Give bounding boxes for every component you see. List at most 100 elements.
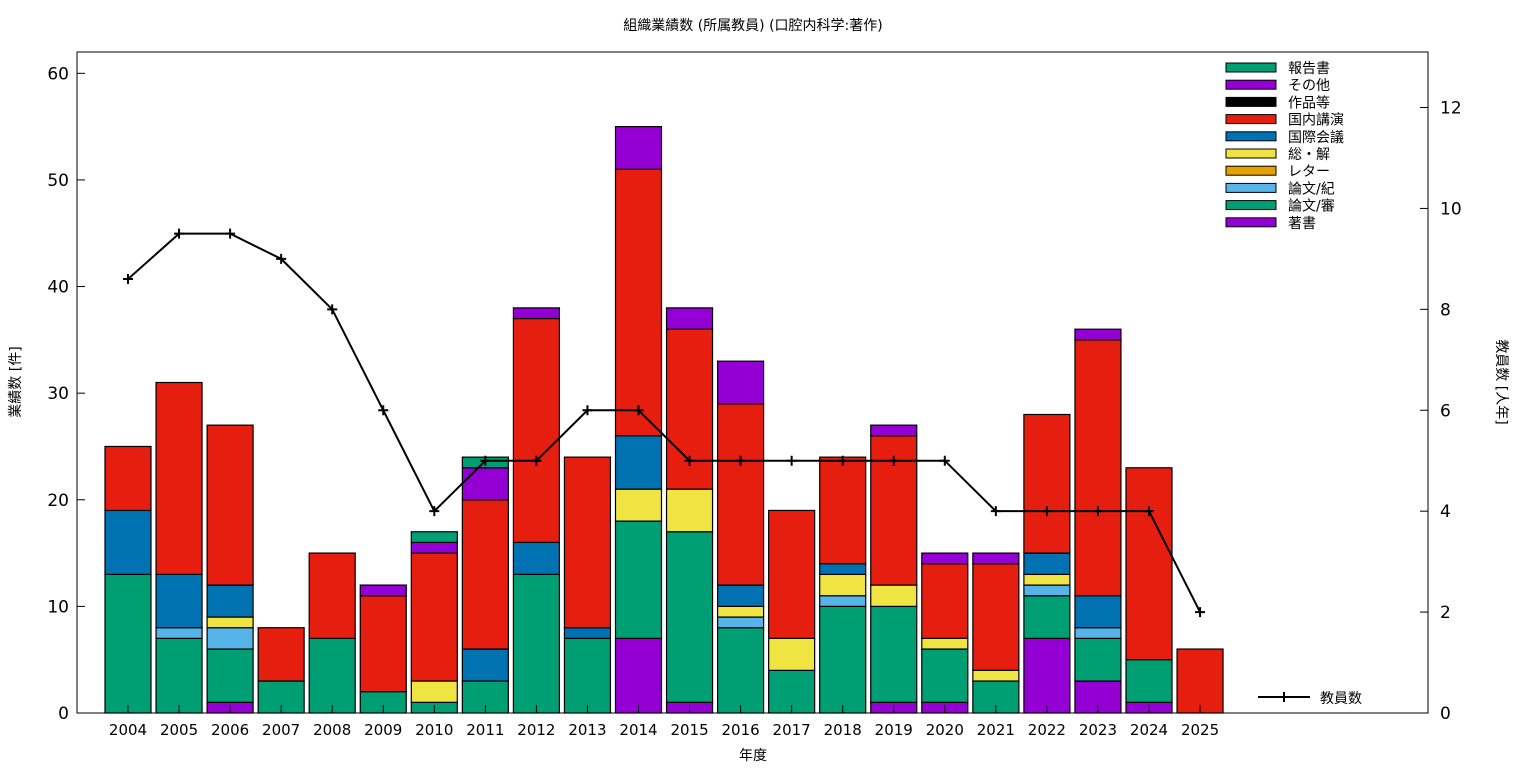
y2-tick-label: 2 (1440, 603, 1451, 623)
bar-segment (819, 573, 867, 597)
y-tick-label: 10 (47, 597, 69, 617)
legend-label: 作品等 (1288, 94, 1330, 111)
bar-segment (257, 627, 305, 682)
y-axis-label: 業績数 [件] (8, 346, 24, 417)
y-tick-label: 30 (47, 384, 69, 404)
bar-segment (1074, 637, 1122, 682)
faculty-count-point (1092, 506, 1103, 517)
faculty-count-point (888, 455, 899, 466)
legend-swatch (1225, 182, 1277, 193)
x-tick-label: 2022 (1028, 721, 1066, 739)
bar-segment (563, 637, 612, 714)
bar-segment (155, 573, 203, 629)
bar-segment (359, 595, 407, 693)
faculty-count-point (582, 405, 593, 416)
faculty-count-point (174, 228, 185, 239)
x-tick-label: 2015 (670, 721, 708, 739)
faculty-count-point (123, 274, 133, 285)
bar-segment (614, 435, 663, 490)
x-tick-label: 2023 (1079, 721, 1117, 739)
legend-label: 著書 (1288, 216, 1316, 232)
faculty-count-point (1195, 607, 1206, 618)
faculty-count-point (480, 455, 491, 466)
faculty-count-point (684, 455, 695, 466)
y-tick-label: 50 (47, 171, 69, 191)
bar-segment (461, 648, 509, 682)
bar-segment (716, 605, 765, 618)
bar-segment (308, 552, 356, 639)
legend-label: 報告書 (1288, 61, 1330, 77)
x-tick-label: 2014 (619, 721, 657, 739)
bar-segment (1074, 627, 1122, 639)
bar-segment (819, 595, 867, 607)
x-tick-label: 2019 (875, 721, 913, 739)
x-tick-label: 2010 (415, 721, 453, 739)
faculty-count-point (531, 455, 542, 466)
x-tick-label: 2016 (722, 721, 760, 739)
y2-tick-label: 10 (1440, 199, 1462, 219)
y2-tick-label: 12 (1440, 99, 1462, 119)
bar-segment (665, 531, 714, 703)
bar-segment (410, 552, 458, 682)
x-tick-label: 2009 (364, 721, 402, 739)
legend-swatch (1225, 62, 1277, 73)
bar-segment (716, 403, 765, 586)
bar-segment (308, 637, 356, 714)
legend-line-label: 教員数 (1320, 691, 1362, 707)
y2-tick-label: 6 (1440, 401, 1451, 421)
faculty-count-point (990, 506, 1001, 517)
bar-segment (104, 509, 152, 576)
bar-segment (972, 669, 1020, 682)
x-tick-label: 2013 (568, 721, 606, 739)
legend-label: 国際会議 (1288, 129, 1344, 146)
faculty-count-point (225, 228, 236, 239)
bar-segment (1023, 595, 1071, 639)
bar-segment (206, 584, 254, 618)
y2-tick-label: 8 (1440, 300, 1451, 320)
x-tick-label: 2011 (466, 721, 504, 739)
legend-swatch (1225, 148, 1277, 159)
x-tick-label: 2007 (262, 721, 300, 739)
legend-label: 論文/審 (1288, 199, 1335, 215)
bar-segment (665, 307, 714, 330)
bar-segment (512, 573, 561, 714)
bar-segment (1023, 413, 1071, 554)
bar-segment (206, 424, 254, 586)
legend-label: 論文/紀 (1288, 181, 1335, 197)
legend-swatch (1225, 165, 1277, 176)
bar-segment (512, 541, 561, 576)
bar-segment (104, 445, 152, 512)
bar-segment (614, 168, 663, 437)
bar-segment (716, 584, 765, 607)
bar-segment (614, 488, 663, 522)
y-tick-label: 40 (47, 278, 69, 298)
x-axis-label: 年度 (739, 748, 767, 764)
bar-segment (206, 616, 254, 629)
legend-label: その他 (1288, 78, 1330, 94)
x-tick-label: 2020 (926, 721, 964, 739)
bar-segment (665, 488, 714, 533)
y-tick-label: 0 (58, 704, 69, 724)
bar-segment (410, 541, 458, 554)
faculty-count-point (1144, 506, 1154, 517)
bar-segment (1074, 328, 1122, 341)
bar-segment (512, 307, 561, 320)
y-tick-label: 20 (47, 491, 69, 511)
bar-segment (972, 563, 1020, 671)
chart-title: 組織業績数 (所属教員) (口腔内科学:著作) (623, 18, 882, 34)
bar-segment (104, 573, 152, 714)
bar-segment (461, 467, 509, 501)
bar-segment (1176, 648, 1224, 714)
faculty-count-point (837, 455, 848, 466)
bar-segment (563, 627, 612, 639)
x-tick-label: 2006 (211, 721, 249, 739)
faculty-count-point (276, 253, 287, 264)
bar-segment (716, 616, 765, 629)
bar-segment (206, 648, 254, 703)
x-tick-label: 2012 (517, 721, 555, 739)
bar-segment (768, 509, 816, 639)
bar-segment (359, 584, 407, 597)
bar-segment (921, 637, 969, 650)
faculty-count-point (939, 455, 950, 466)
